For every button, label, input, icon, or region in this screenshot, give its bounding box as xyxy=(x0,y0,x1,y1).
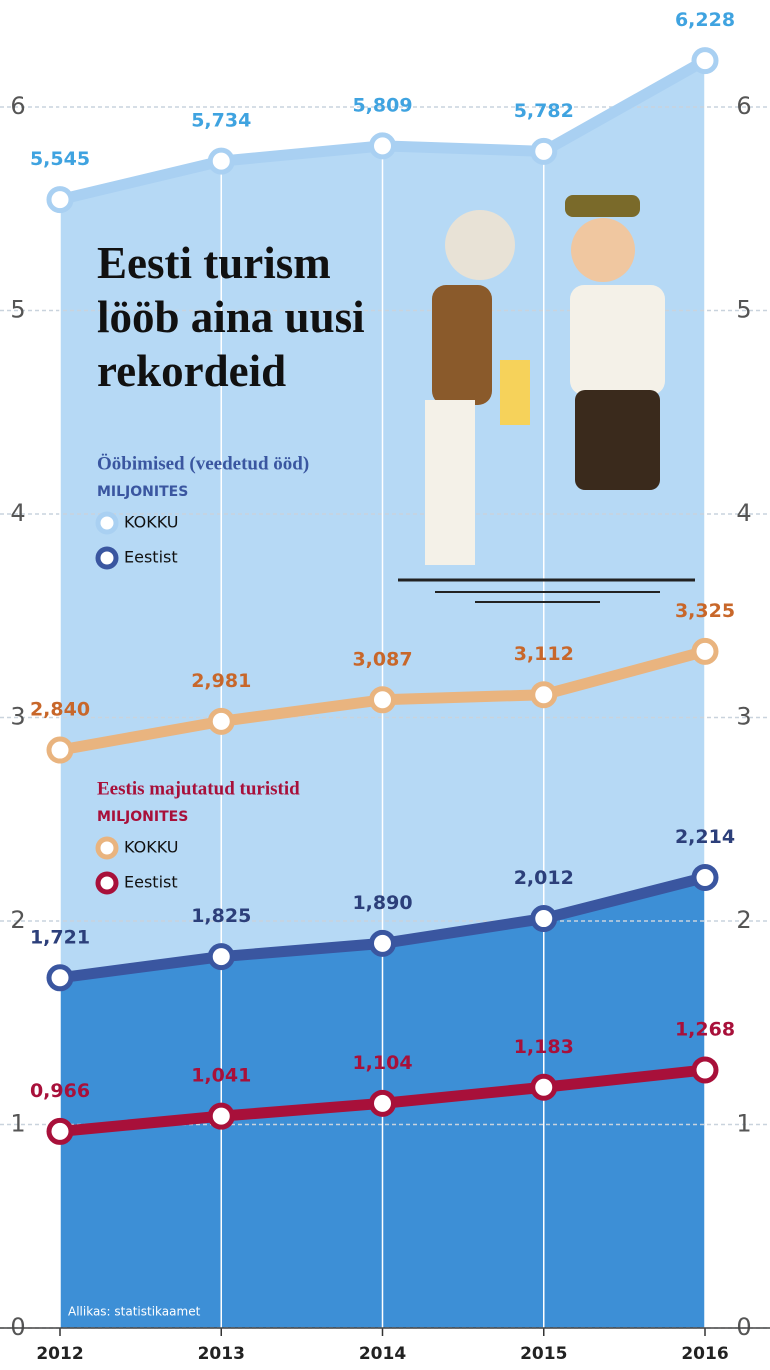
value-label: 1,721 xyxy=(30,926,90,948)
point xyxy=(207,943,235,971)
y-tick-label: 5 xyxy=(736,296,751,324)
legend-marker xyxy=(95,871,119,895)
point xyxy=(369,686,396,714)
legend-subtitle: MILJONITES xyxy=(97,809,188,825)
y-tick-label: 4 xyxy=(10,499,25,527)
x-tick-label: 2015 xyxy=(520,1344,567,1364)
value-label: 3,112 xyxy=(514,643,574,665)
y-tick-label: 4 xyxy=(736,499,751,527)
y-tick-label: 5 xyxy=(10,296,25,324)
point xyxy=(46,1117,74,1145)
point xyxy=(46,964,74,992)
x-tick-label: 2013 xyxy=(198,1344,245,1364)
y-tick-label: 1 xyxy=(736,1110,751,1138)
value-label: 5,734 xyxy=(191,110,251,132)
legend-title: Ööbimised (veedetud ööd) xyxy=(97,453,309,474)
chart-title: Eesti turism lööb aina uusi rekordeid xyxy=(97,238,365,396)
legend-label: Eestist xyxy=(124,548,178,567)
y-tick-label: 6 xyxy=(736,92,751,120)
illustration xyxy=(398,195,695,603)
point xyxy=(46,736,74,764)
value-label: 3,087 xyxy=(352,648,412,670)
point xyxy=(691,863,719,891)
value-label: 2,012 xyxy=(514,867,574,889)
point xyxy=(530,137,558,165)
point xyxy=(691,1056,719,1084)
value-label: 1,041 xyxy=(191,1065,251,1087)
value-label: 1,890 xyxy=(352,892,412,914)
x-tick-label: 2016 xyxy=(681,1344,728,1364)
point xyxy=(369,132,396,160)
point xyxy=(46,186,74,214)
legend-label: KOKKU xyxy=(124,513,178,532)
value-label: 1,268 xyxy=(675,1018,735,1040)
y-tick-label: 2 xyxy=(10,906,25,934)
y-tick-label: 1 xyxy=(10,1110,25,1138)
point xyxy=(207,147,235,175)
legend-marker xyxy=(95,546,119,570)
value-label: 5,809 xyxy=(352,94,412,116)
point xyxy=(691,47,719,75)
x-tick-label: 2014 xyxy=(359,1344,406,1364)
legend-label: KOKKU xyxy=(124,838,178,857)
point xyxy=(369,1089,396,1117)
legend-subtitle: MILJONITES xyxy=(97,484,188,500)
point xyxy=(530,1073,558,1101)
value-label: 6,228 xyxy=(675,9,735,31)
legend-title: Eestis majutatud turistid xyxy=(97,778,300,799)
value-label: 3,325 xyxy=(675,600,735,622)
point xyxy=(369,929,396,957)
source: Allikas: statistikaamet xyxy=(68,1305,201,1319)
value-label: 5,545 xyxy=(30,148,90,170)
y-tick-label: 0 xyxy=(736,1313,751,1341)
legend-marker xyxy=(95,511,119,535)
legend-label: Eestist xyxy=(124,873,178,892)
value-label: 2,214 xyxy=(675,826,735,848)
value-label: 1,104 xyxy=(352,1052,412,1074)
point xyxy=(691,637,719,665)
value-label: 2,840 xyxy=(30,699,90,721)
point xyxy=(207,707,235,735)
y-tick-label: 2 xyxy=(736,906,751,934)
value-label: 1,183 xyxy=(514,1036,574,1058)
value-label: 0,966 xyxy=(30,1080,90,1102)
point xyxy=(530,681,558,709)
value-label: 2,981 xyxy=(191,670,251,692)
point xyxy=(207,1102,235,1130)
value-label: 1,825 xyxy=(191,905,251,927)
y-tick-label: 3 xyxy=(736,703,751,731)
value-label: 5,782 xyxy=(514,100,574,122)
x-tick-label: 2012 xyxy=(36,1344,83,1364)
y-tick-label: 0 xyxy=(10,1313,25,1341)
legend-marker xyxy=(95,836,119,860)
y-tick-label: 3 xyxy=(10,703,25,731)
y-tick-label: 6 xyxy=(10,92,25,120)
point xyxy=(530,905,558,933)
